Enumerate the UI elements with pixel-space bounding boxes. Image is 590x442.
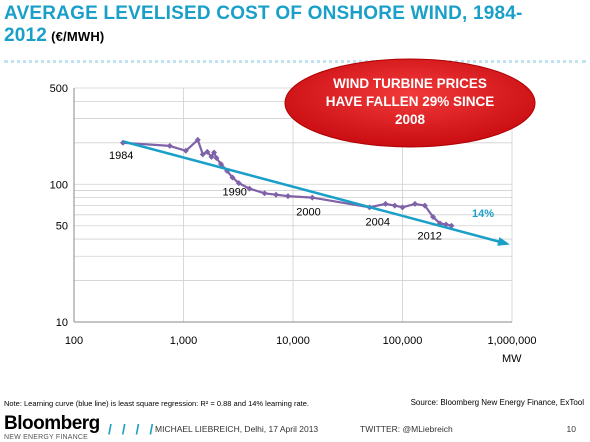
y-tick-label: 50 [56, 221, 68, 233]
series-group [119, 136, 510, 246]
chart-title: AVERAGE LEVELISED COST OF ONSHORE WIND, … [4, 3, 564, 48]
data-point [382, 200, 389, 207]
title-unit: (€/MWH) [51, 29, 105, 44]
page-number: 10 [566, 424, 576, 434]
data-point [399, 204, 406, 211]
data-point [284, 193, 291, 200]
source-note: Source: Bloomberg New Energy Finance, Ex… [410, 398, 584, 407]
annotations: 1984 1990 2000 2004 2012 [109, 150, 442, 243]
data-point [430, 213, 437, 220]
learning-curve-line [122, 140, 508, 245]
data-point [194, 136, 201, 143]
data-point [273, 191, 280, 198]
data-point [411, 200, 418, 207]
x-tick-label: 10,000 [276, 335, 310, 347]
logo-subtitle: NEW ENERGY FINANCE [4, 434, 88, 441]
callout-line-2: HAVE FALLEN 29% SINCE [326, 94, 495, 109]
slash-decoration: / / / / [108, 421, 157, 437]
data-point [448, 222, 455, 229]
data-point [182, 147, 189, 154]
y-tick-label: 500 [50, 83, 68, 95]
presenter-info: MICHAEL LIEBREICH, Delhi, 17 April 2013 [155, 424, 319, 434]
data-point [391, 202, 398, 209]
data-point [235, 180, 242, 187]
footnote: Note: Learning curve (blue line) is leas… [4, 399, 309, 408]
x-tick-label: 1,000 [170, 335, 198, 347]
x-tick-label: 100 [65, 335, 83, 347]
data-point [421, 202, 428, 209]
title-text: AVERAGE LEVELISED COST OF ONSHORE WIND, … [4, 3, 523, 46]
data-point [246, 185, 253, 192]
title-divider [4, 60, 586, 63]
x-tick-label: 1,000,000 [488, 335, 537, 347]
year-annotation: 2004 [366, 216, 390, 228]
y-tick-label: 100 [50, 179, 68, 191]
x-tick-label: 100,000 [383, 335, 423, 347]
year-annotation: 1990 [222, 186, 246, 198]
series-line-lcoe [122, 138, 452, 227]
callout-line-3: 2008 [395, 112, 426, 127]
data-point [261, 190, 268, 197]
twitter-handle: TWITTER: @MLiebreich [360, 424, 453, 434]
data-point [229, 174, 236, 181]
callout: WIND TURBINE PRICES HAVE FALLEN 29% SINC… [284, 58, 536, 148]
logo-wordmark: Bloomberg [4, 413, 100, 434]
data-point [208, 153, 215, 160]
year-annotation: 1984 [109, 150, 133, 162]
data-point [204, 148, 211, 155]
year-annotation: 2000 [296, 207, 320, 219]
data-point [166, 142, 173, 149]
year-annotation: 2012 [417, 231, 441, 243]
data-point [213, 155, 220, 162]
data-point [309, 194, 316, 201]
callout-line-1: WIND TURBINE PRICES [333, 76, 487, 91]
learning-rate-label: 14% [472, 208, 494, 220]
tick-labels: 100 1,000 10,000 100,000 1,000,000 10 50 100 500 [50, 83, 537, 347]
data-point [211, 149, 218, 156]
data-point [199, 151, 206, 158]
x-axis-title: MW [502, 353, 522, 365]
axes [73, 88, 512, 323]
learning-curve-arrowhead [497, 237, 510, 246]
y-tick-label: 10 [56, 317, 68, 329]
callout-ellipse [284, 58, 536, 148]
data-point [217, 161, 224, 168]
bloomberg-logo: Bloomberg NEW ENERGY FINANCE [4, 414, 100, 442]
